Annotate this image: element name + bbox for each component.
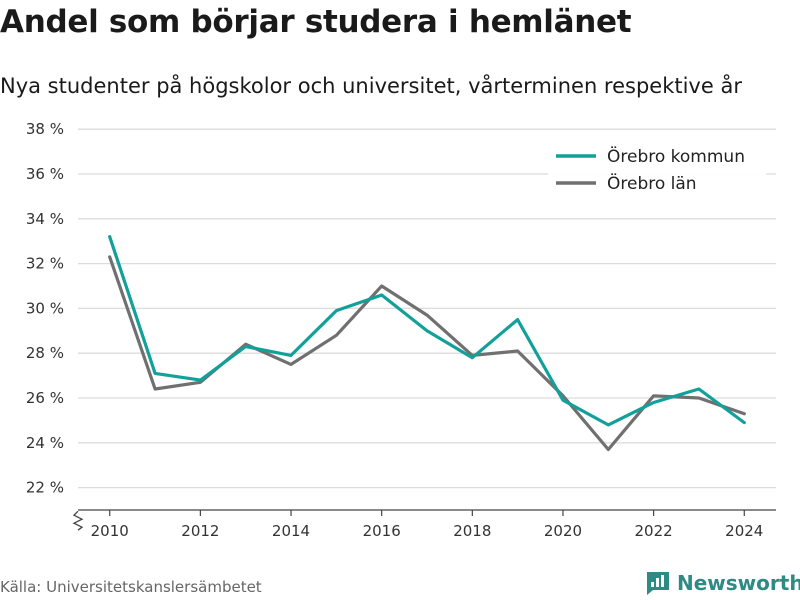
legend-label: Örebro län [607, 172, 697, 194]
brand-name: Newsworthy [677, 571, 800, 595]
series-line [108, 235, 746, 427]
y-tick-label: 36 % [26, 165, 64, 183]
y-tick-label: 34 % [26, 210, 64, 228]
y-tick-label: 24 % [26, 434, 64, 452]
y-tick-label: 32 % [26, 255, 64, 273]
x-tick-label: 2024 [725, 522, 763, 540]
chart-subtitle: Nya studenter på högskolor och universit… [0, 74, 742, 98]
brand-logo: Newsworthy [645, 570, 800, 596]
axis-break-icon [72, 510, 84, 531]
legend: Örebro kommun Örebro län [548, 142, 766, 200]
y-tick-label: 28 % [26, 344, 64, 362]
legend-label: Örebro kommun [607, 145, 745, 167]
y-tick-label: 30 % [26, 299, 64, 317]
y-tick-label: 26 % [26, 389, 64, 407]
axis-break-mark [72, 510, 84, 531]
y-tick-label: 22 % [26, 479, 64, 497]
x-axis: 2010 2012 2014 2016 2018 2020 2022 2024 [78, 509, 776, 540]
x-tick-label: 2018 [453, 522, 491, 540]
x-tick-label: 2016 [363, 522, 401, 540]
x-tick-label: 2020 [544, 522, 582, 540]
chart-title: Andel som börjar studera i hemlänet [0, 4, 632, 40]
x-tick-label: 2022 [635, 522, 673, 540]
y-tick-label: 38 % [26, 120, 64, 138]
legend-background [548, 142, 766, 200]
newsworthy-logo-icon [647, 572, 669, 595]
x-tick-label: 2014 [272, 522, 310, 540]
series-lines [108, 235, 746, 452]
x-tick-label: 2012 [181, 522, 219, 540]
y-axis-ticks: 22 % 24 % 26 % 28 % 30 % 32 % 34 % 36 % 38 % [26, 120, 64, 496]
x-tick-label: 2010 [91, 522, 129, 540]
source-note: Källa: Universitetskanslersämbetet [0, 578, 262, 596]
